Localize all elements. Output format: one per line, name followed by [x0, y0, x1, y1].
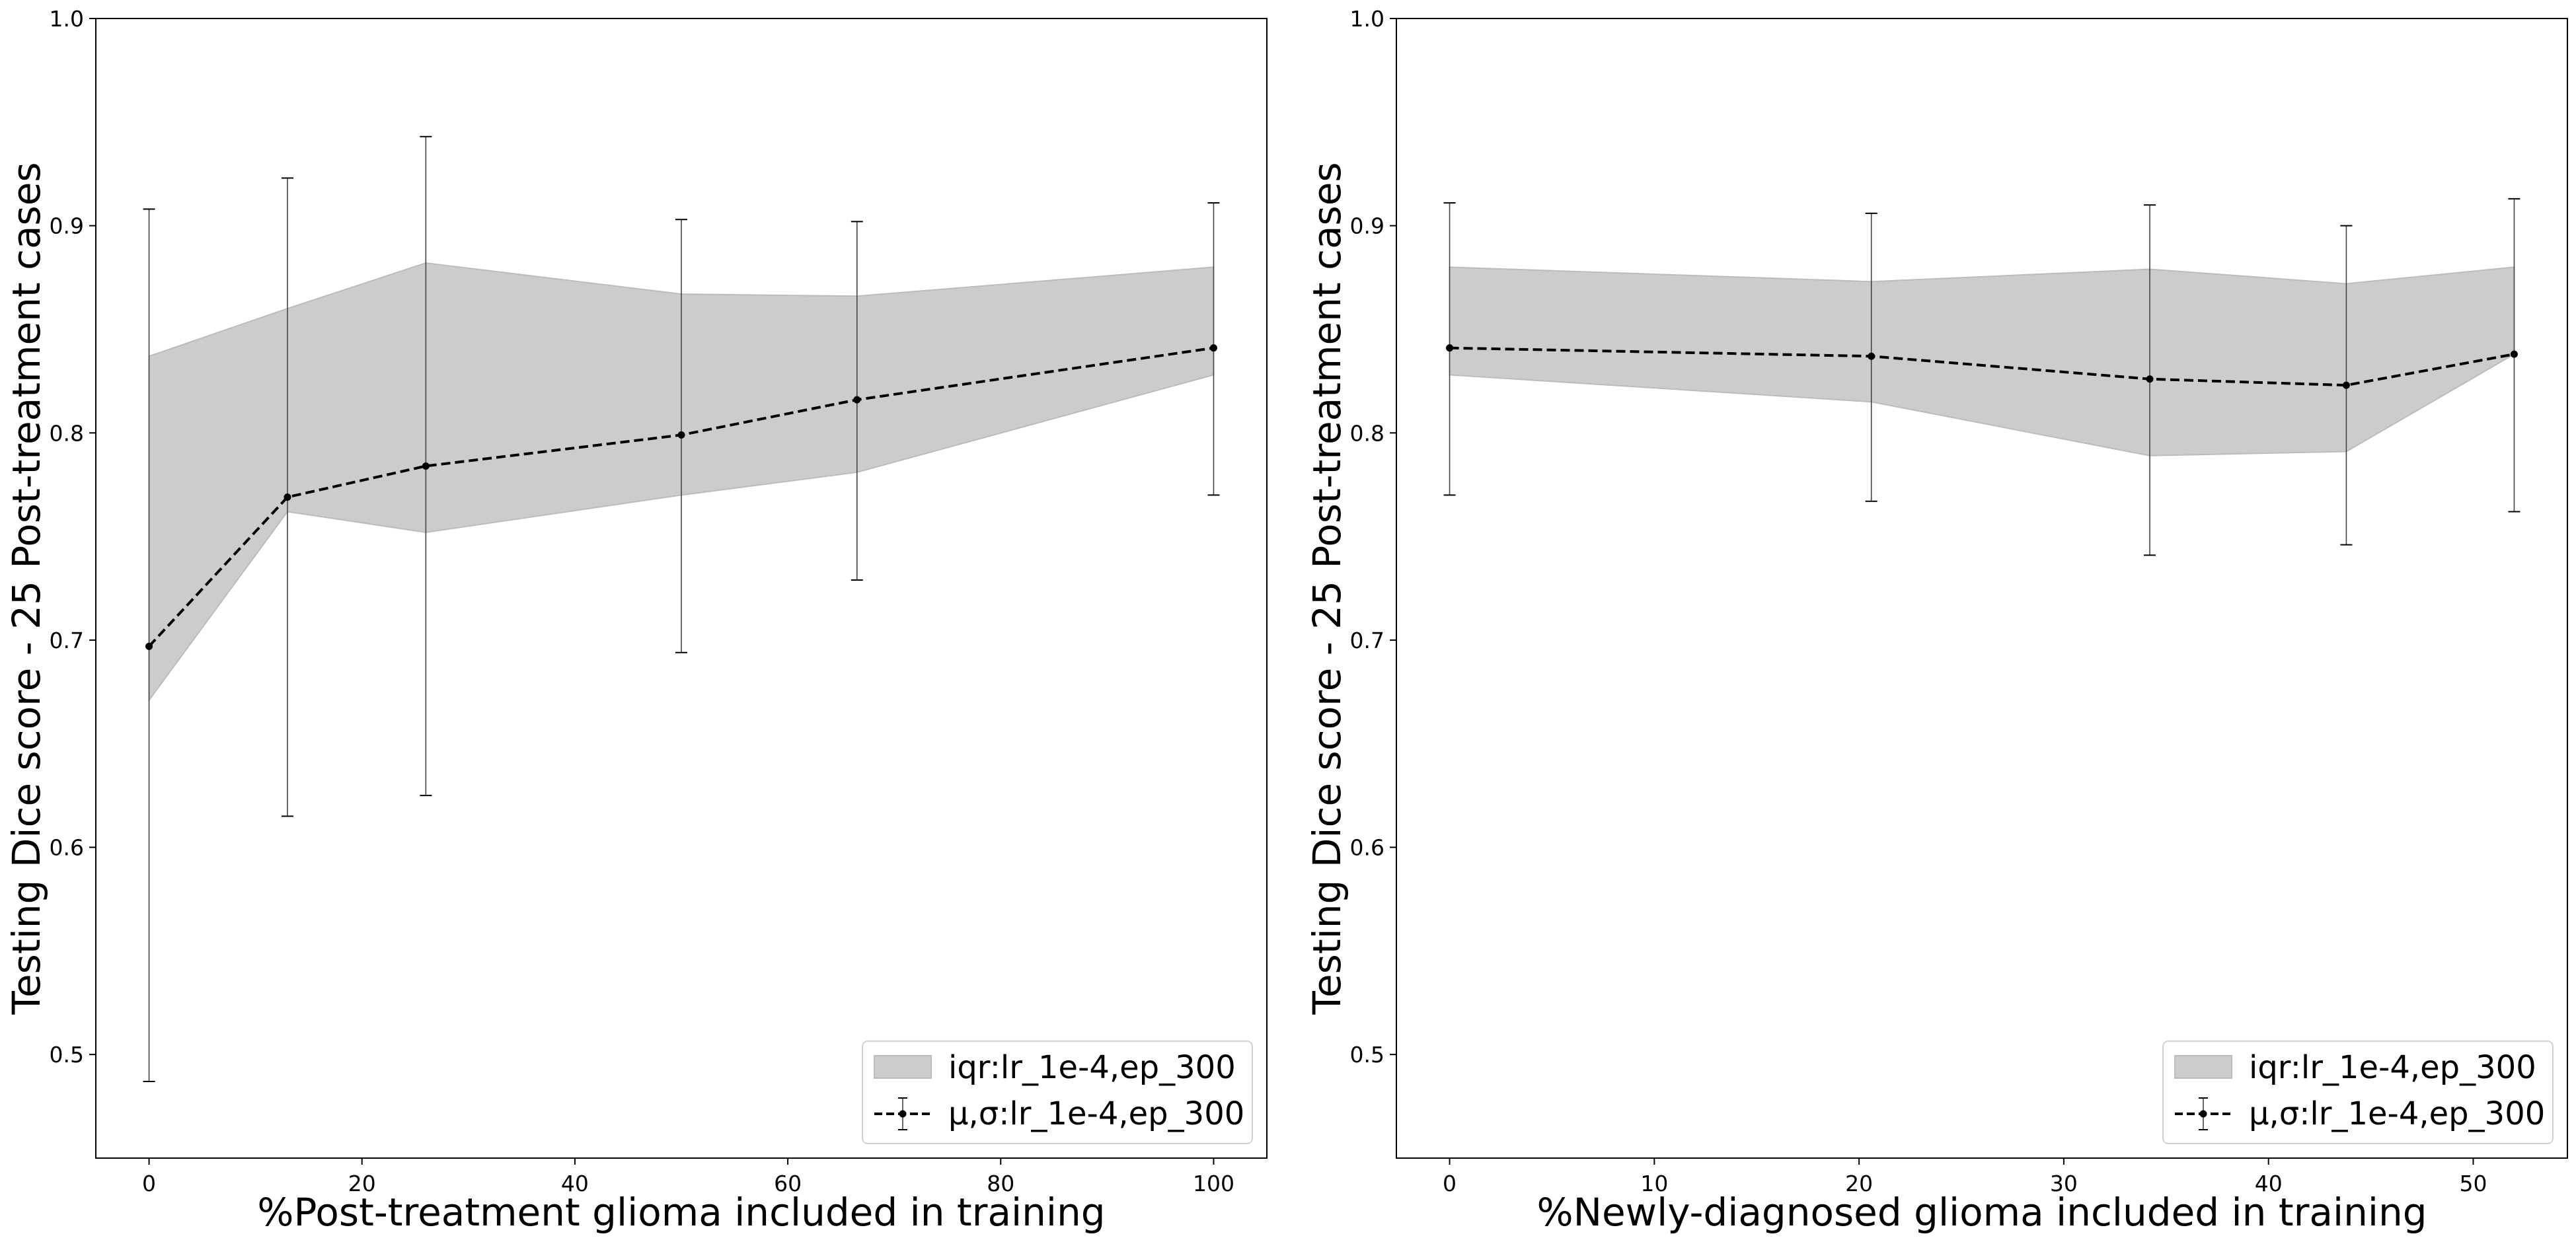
x-tick-label: 20 — [348, 1171, 376, 1196]
x-tick-label: 10 — [1640, 1171, 1668, 1196]
x-axis-label: %Newly-diagnosed glioma included in trai… — [1536, 1190, 2427, 1235]
y-axis-label: Testing Dice score - 25 Post-treatment c… — [4, 162, 49, 1015]
y-tick-label: 0.6 — [50, 835, 84, 861]
mean-point — [1209, 344, 1217, 352]
mean-point — [284, 493, 291, 501]
x-tick-label: 20 — [1845, 1171, 1873, 1196]
plot-frame — [1396, 18, 2568, 1159]
x-tick-label: 40 — [561, 1171, 589, 1196]
chart-post-treatment: 0 20 40 60 80 100 0.5 0.6 0.7 0.8 0.9 1.0 %Post-trea… — [4, 6, 1268, 1235]
mean-point — [853, 396, 861, 404]
x-tick-label: 30 — [2050, 1171, 2078, 1196]
y-tick-label: 0.8 — [1350, 420, 1384, 446]
legend-box — [2162, 1041, 2554, 1144]
x-tick-label: 60 — [774, 1171, 802, 1196]
x-tick-label: 0 — [1443, 1171, 1457, 1196]
y-tick-label: 0.7 — [50, 628, 84, 653]
y-tick-label: 0.5 — [1350, 1042, 1384, 1068]
legend: iqr:lr_1e-4,ep_300 μ,σ:lr_1e-4,ep_300 — [2162, 1041, 2554, 1144]
mean-point — [2146, 375, 2154, 383]
y-tick-label: 0.6 — [1350, 835, 1384, 861]
y-tick-label: 1.0 — [1350, 6, 1384, 32]
legend-band-swatch — [874, 1055, 932, 1079]
mean-point — [1446, 344, 1454, 352]
legend-label-iqr: iqr:lr_1e-4,ep_300 — [2249, 1049, 2536, 1086]
x-tick-label: 80 — [987, 1171, 1014, 1196]
chart-newly-diagnosed: 0 10 20 30 40 50 0.5 0.6 0.7 0.8 0.9 1.0 %Newly-diag… — [1305, 6, 2568, 1235]
x-tick-label: 40 — [2255, 1171, 2283, 1196]
y-tick-label: 0.7 — [1350, 628, 1384, 653]
mean-line — [148, 346, 1214, 647]
legend-point-swatch — [899, 1110, 907, 1118]
x-tick-label: 50 — [2459, 1171, 2487, 1196]
mean-point — [2510, 350, 2518, 358]
mean-point — [677, 431, 685, 439]
mean-point — [2342, 381, 2350, 389]
legend-point-swatch — [2199, 1110, 2207, 1118]
legend-label-mean: μ,σ:lr_1e-4,ep_300 — [948, 1095, 1244, 1132]
mean-point — [1868, 352, 1875, 360]
y-tick-label: 0.9 — [50, 213, 84, 239]
y-tick-label: 1.0 — [50, 6, 84, 32]
y-tick-label: 0.9 — [1350, 213, 1384, 239]
legend-box — [862, 1041, 1253, 1144]
mean-point — [422, 462, 430, 470]
y-tick-label: 0.5 — [50, 1042, 84, 1068]
legend: iqr:lr_1e-4,ep_300 μ,σ:lr_1e-4,ep_300 — [862, 1041, 1253, 1144]
legend-label-mean: μ,σ:lr_1e-4,ep_300 — [2249, 1095, 2545, 1132]
plot-frame — [95, 18, 1268, 1159]
x-tick-label: 0 — [142, 1171, 156, 1196]
y-axis-label: Testing Dice score - 25 Post-treatment c… — [1305, 162, 1349, 1015]
y-tick-label: 0.8 — [50, 420, 84, 446]
legend-label-iqr: iqr:lr_1e-4,ep_300 — [948, 1049, 1236, 1086]
x-tick-label: 100 — [1193, 1171, 1234, 1196]
x-axis-label: %Post-treatment glioma included in train… — [257, 1190, 1105, 1235]
iqr-band — [1449, 266, 2515, 457]
legend-band-swatch — [2174, 1055, 2232, 1079]
mean-point — [145, 642, 153, 650]
